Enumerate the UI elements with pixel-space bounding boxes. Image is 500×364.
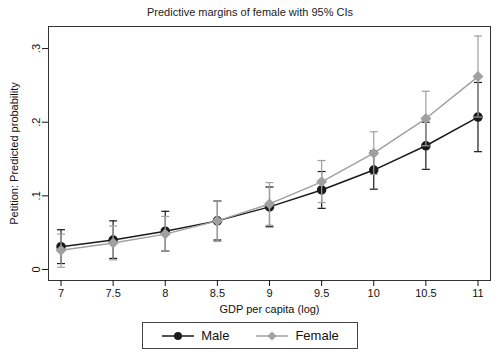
svg-text:Petition: Predicted probabilit: Petition: Predicted probability — [8, 82, 20, 225]
html-text:Male: Male — [201, 328, 230, 343]
svg-text:10: 10 — [368, 287, 380, 299]
svg-text:7: 7 — [58, 287, 64, 299]
svg-text:0: 0 — [30, 266, 42, 272]
svg-text:10.5: 10.5 — [415, 287, 436, 299]
svg-text:8.5: 8.5 — [210, 287, 225, 299]
svg-text:GDP per capita (log): GDP per capita (log) — [219, 303, 319, 315]
svg-text:11: 11 — [472, 287, 483, 299]
svg-text:9.5: 9.5 — [314, 287, 329, 299]
svg-text:.1: .1 — [30, 191, 42, 200]
svg-text:.2: .2 — [30, 118, 42, 127]
svg-text:8: 8 — [162, 287, 168, 299]
svg-text:.3: .3 — [30, 44, 42, 53]
html-text:Predictive margins of female w: Predictive margins of female with 95% CI… — [147, 6, 353, 18]
svg-text:9: 9 — [266, 287, 272, 299]
html-text:Female: Female — [295, 328, 339, 343]
svg-text:7.5: 7.5 — [105, 287, 120, 299]
